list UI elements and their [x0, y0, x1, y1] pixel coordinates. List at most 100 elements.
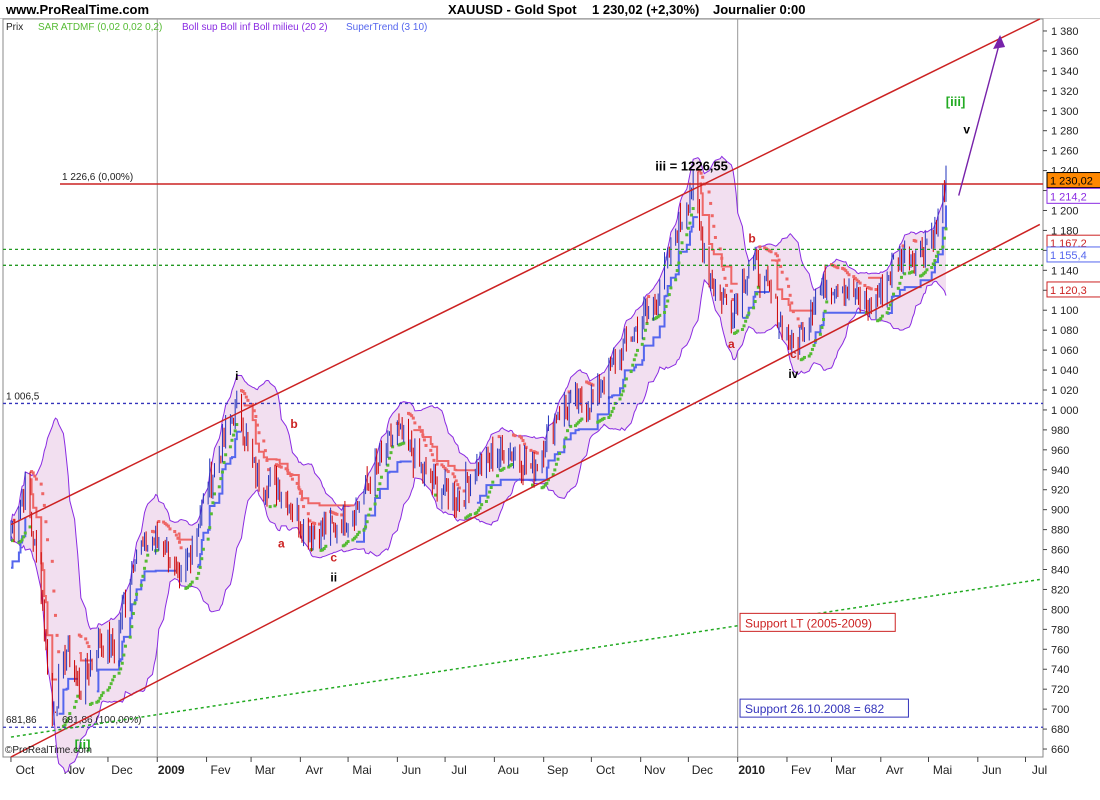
sar-dot [122, 653, 126, 657]
sar-dot [30, 470, 34, 474]
sar-dot [899, 275, 903, 279]
x-tick-label: 2009 [158, 763, 185, 777]
axis-badge-label: 1 120,3 [1050, 285, 1087, 297]
legend-sar: SAR ATDMF (0,02 0,02 0,2) [38, 22, 162, 33]
sar-dot [357, 530, 361, 534]
sar-dot [864, 311, 868, 315]
sar-dot [529, 448, 533, 452]
sar-dot [57, 650, 61, 654]
sar-dot [785, 277, 789, 281]
sar-dot [488, 490, 492, 494]
sar-dot [131, 612, 135, 616]
sar-dot [787, 284, 791, 288]
axis-badge [1046, 246, 1100, 263]
sar-dot [597, 419, 601, 423]
sar-dot [85, 641, 89, 645]
sar-dot [898, 281, 902, 285]
x-tick-label: 2010 [738, 763, 765, 777]
sar-dot [262, 439, 266, 443]
sar-dot [508, 464, 512, 468]
sar-dot [100, 693, 104, 697]
sar-dot [462, 489, 466, 493]
annotation-box [739, 698, 909, 718]
sar-dot [286, 468, 290, 472]
sar-dot [346, 540, 350, 544]
sar-dot [206, 537, 210, 541]
x-tick-label: Jul [1032, 763, 1047, 777]
sar-dot [163, 521, 167, 525]
sar-dot [933, 259, 937, 263]
sar-dot [222, 460, 226, 464]
sar-dot [31, 471, 35, 475]
channel-upper [10, 18, 1041, 526]
sar-dot [577, 420, 581, 424]
sar-dot [464, 516, 468, 520]
x-tick-label: Nov [644, 763, 665, 777]
sar-dot [836, 266, 840, 270]
y-tick-label: 880 [1051, 525, 1069, 537]
sar-dot [50, 559, 54, 563]
axis-badge-label: 1 230,02 [1050, 176, 1093, 188]
sar-dot [691, 207, 695, 211]
site-name[interactable]: www.ProRealTime.com [6, 2, 150, 17]
sar-dot [502, 466, 506, 470]
sar-dot [146, 553, 150, 557]
sar-dot [857, 280, 861, 284]
sar-dot [523, 442, 527, 446]
wave-label: a [728, 337, 735, 351]
channel-lower [10, 223, 1041, 758]
sar-dot [302, 505, 306, 509]
sar-dot [489, 485, 493, 489]
sar-dot [578, 419, 582, 423]
sar-dot [575, 422, 579, 426]
sar-dot [845, 271, 849, 275]
sar-dot [941, 245, 945, 249]
sar-dot [699, 171, 703, 175]
sar-dot [476, 508, 480, 512]
sar-dot [445, 468, 449, 472]
annotation-box-label: Support LT (2005-2009) [745, 616, 872, 630]
sar-dot [635, 348, 639, 352]
sar-dot [820, 325, 824, 329]
sar-dot [184, 586, 188, 590]
sar-dot [441, 465, 445, 469]
sar-dot [66, 717, 70, 721]
x-tick-label: Jul [451, 763, 466, 777]
sar-dot [478, 506, 482, 510]
sar-dot [44, 520, 48, 524]
sar-dot [155, 548, 159, 552]
sar-dot [168, 527, 172, 531]
sar-dot [240, 389, 244, 393]
y-tick-label: 1 380 [1051, 26, 1079, 38]
supertrend-segment [814, 311, 867, 344]
sar-dot [150, 529, 154, 533]
sar-dot [931, 262, 935, 266]
sar-dot [914, 239, 918, 243]
sar-dot [79, 634, 83, 638]
sar-dot [55, 633, 59, 637]
sar-dot [709, 201, 713, 205]
sar-dot [391, 445, 395, 449]
sar-dot [139, 583, 143, 587]
supertrend-segment [413, 429, 476, 472]
sar-dot [157, 519, 161, 523]
x-tick-label: Sep [547, 763, 569, 777]
bollinger-lower [10, 278, 947, 773]
sar-dot [944, 227, 948, 231]
sar-dot [686, 226, 690, 230]
sar-dot [642, 337, 646, 341]
sar-dot [263, 449, 267, 453]
sar-dot [143, 566, 147, 570]
sar-dot [780, 270, 784, 274]
sar-dot [407, 411, 411, 415]
sar-dot [830, 263, 834, 267]
y-tick-label: 740 [1051, 664, 1069, 676]
sar-dot [130, 625, 134, 629]
sar-dot [666, 299, 670, 303]
sar-dot [744, 319, 748, 323]
sar-dot [174, 533, 178, 537]
sar-dot [658, 313, 662, 317]
sar-dot [698, 169, 702, 173]
sar-dot [246, 398, 250, 402]
sar-dot [120, 661, 124, 665]
